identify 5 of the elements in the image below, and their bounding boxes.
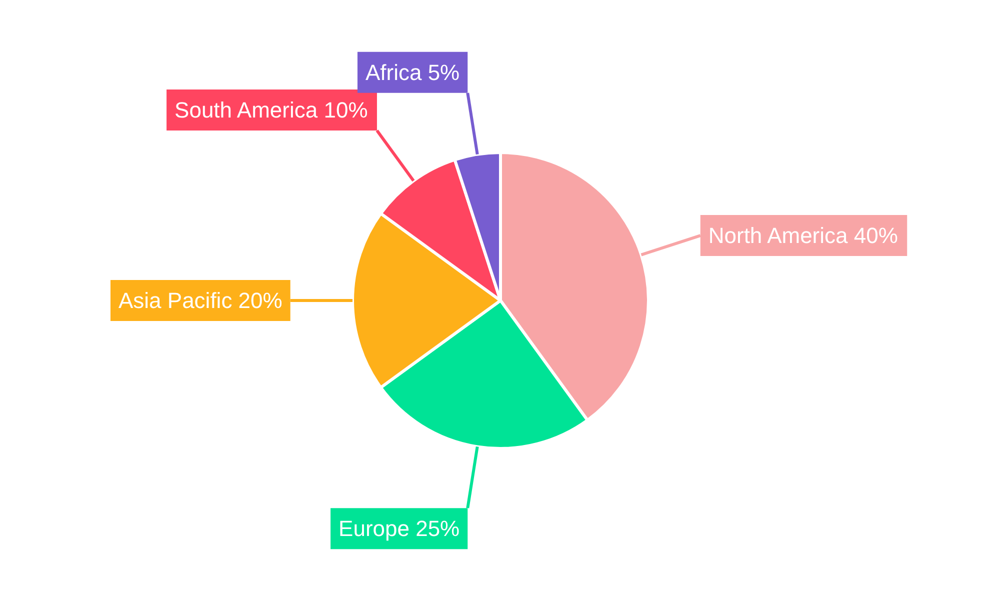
slice-label: Europe 25% bbox=[338, 516, 460, 542]
slice-label: South America 10% bbox=[174, 97, 368, 122]
slice-label: Africa 5% bbox=[365, 60, 460, 85]
slice-label: Asia Pacific 20% bbox=[118, 288, 282, 313]
slice-label: North America 40% bbox=[708, 223, 898, 248]
